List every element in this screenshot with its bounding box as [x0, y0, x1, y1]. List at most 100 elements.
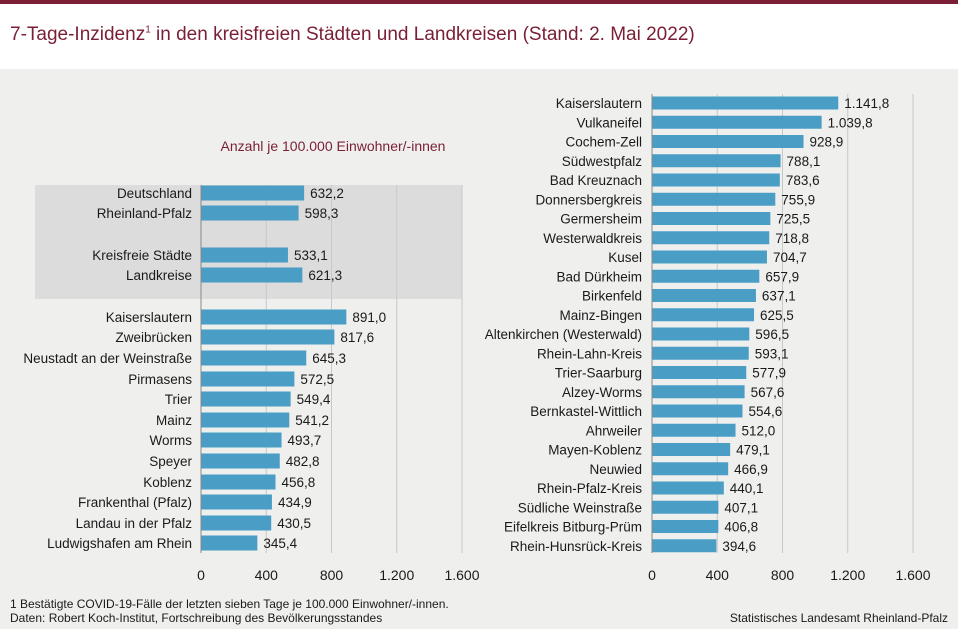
right-category-label: Ahrweiler: [586, 423, 643, 438]
right-bar: [652, 96, 839, 110]
right-value-label: 625,5: [760, 308, 794, 323]
right-value-label: 593,1: [755, 346, 789, 361]
right-value-label: 394,6: [722, 539, 756, 554]
left-bar: [201, 515, 272, 531]
right-bar: [652, 115, 822, 129]
left-value-label: 572,5: [300, 372, 334, 387]
right-category-label: Rhein-Lahn-Kreis: [537, 346, 642, 361]
right-bar: [652, 135, 804, 148]
top-accent-bar: [0, 0, 958, 4]
left-value-label: 541,2: [295, 413, 329, 428]
right-category-label: Bad Kreuznach: [550, 173, 642, 188]
page-title: 7-Tage-Inzidenz1 in den kreisfreien Städ…: [10, 24, 695, 46]
left-category-label: Neustadt an der Weinstraße: [23, 351, 192, 366]
left-value-label: 632,2: [310, 186, 344, 201]
right-value-label: 788,1: [787, 154, 821, 169]
right-bar: [652, 462, 729, 476]
right-bar: [652, 212, 771, 225]
right-bar: [652, 539, 717, 553]
left-value-label: 817,6: [340, 330, 374, 345]
left-bar: [201, 329, 335, 345]
left-value-label: 533,1: [294, 248, 328, 263]
right-category-label: Kusel: [608, 250, 642, 265]
left-bar: [201, 474, 276, 490]
left-x-tick-label: 1.600: [444, 567, 479, 583]
right-value-label: 407,1: [724, 500, 758, 515]
left-category-label: Landau in der Pfalz: [76, 516, 193, 531]
right-category-label: Eifelkreis Bitburg-Prüm: [504, 520, 642, 535]
right-category-label: Cochem-Zell: [565, 135, 642, 150]
right-value-label: 1.039,8: [828, 115, 873, 130]
left-bar: [201, 371, 295, 387]
left-value-label: 430,5: [277, 516, 311, 531]
right-x-tick-label: 400: [706, 567, 730, 583]
left-category-label: Deutschland: [117, 186, 192, 201]
publisher: Statistisches Landesamt Rheinland-Pfalz: [729, 611, 948, 625]
right-category-label: Alzey-Worms: [562, 385, 642, 400]
right-category-label: Altenkirchen (Westerwald): [485, 327, 642, 342]
left-value-label: 598,3: [305, 206, 339, 221]
right-value-label: 657,9: [765, 269, 799, 284]
left-value-label: 456,8: [282, 475, 316, 490]
left-x-tick-label: 800: [320, 567, 344, 583]
right-x-tick-label: 1.200: [830, 567, 865, 583]
right-value-label: 554,6: [748, 404, 782, 419]
right-category-label: Vulkaneifel: [576, 115, 642, 130]
right-category-label: Mayen-Koblenz: [548, 443, 642, 458]
right-bar: [652, 481, 724, 495]
chart-panel: [0, 69, 958, 629]
unit-label: Anzahl je 100.000 Einwohner/-innen: [221, 138, 446, 154]
left-value-label: 645,3: [312, 351, 346, 366]
right-category-label: Bad Dürkheim: [556, 269, 642, 284]
right-category-label: Donnersbergkreis: [535, 192, 642, 207]
left-category-label: Rheinland-Pfalz: [97, 206, 193, 221]
right-bar: [652, 154, 781, 168]
right-category-label: Westerwaldkreis: [543, 231, 642, 246]
right-category-label: Germersheim: [560, 212, 642, 227]
left-category-label: Worms: [150, 433, 193, 448]
right-bar: [652, 423, 736, 437]
right-category-label: Kaiserslautern: [556, 96, 642, 111]
left-bar: [201, 350, 307, 366]
left-value-label: 891,0: [352, 310, 386, 325]
right-bar: [652, 346, 749, 360]
right-bar: [652, 269, 760, 283]
right-category-label: Südliche Weinstraße: [518, 500, 642, 515]
left-category-label: Landkreise: [126, 268, 192, 283]
right-category-label: Bernkastel-Wittlich: [530, 404, 642, 419]
right-value-label: 512,0: [742, 423, 776, 438]
right-category-label: Trier-Saarburg: [555, 366, 642, 381]
left-category-label: Speyer: [149, 454, 192, 469]
title-main: 7-Tage-Inzidenz: [10, 24, 146, 45]
left-value-label: 482,8: [286, 454, 320, 469]
right-category-label: Mainz-Bingen: [559, 308, 642, 323]
right-bar: [652, 500, 719, 514]
left-value-label: 621,3: [308, 268, 342, 283]
left-bar: [201, 453, 280, 469]
left-bar: [201, 205, 299, 221]
right-category-label: Rhein-Pfalz-Kreis: [537, 481, 642, 496]
right-value-label: 577,9: [752, 366, 786, 381]
right-bar: [652, 289, 756, 302]
left-category-label: Ludwigshafen am Rhein: [47, 536, 192, 551]
right-value-label: 596,5: [755, 327, 789, 342]
left-value-label: 493,7: [288, 433, 322, 448]
right-value-label: 718,8: [775, 231, 809, 246]
right-bar: [652, 366, 747, 379]
footnote: 1 Bestätigte COVID-19-Fälle der letzten …: [10, 597, 449, 611]
left-bar: [201, 535, 258, 551]
left-category-label: Koblenz: [143, 475, 192, 490]
left-category-label: Kreisfreie Städte: [92, 248, 192, 263]
left-value-label: 549,4: [297, 392, 331, 407]
right-bar: [652, 231, 770, 245]
right-value-label: 406,8: [724, 520, 758, 535]
right-value-label: 567,6: [751, 385, 785, 400]
right-bar: [652, 327, 750, 341]
right-x-tick-label: 1.600: [895, 567, 930, 583]
left-category-label: Kaiserslautern: [106, 310, 192, 325]
data-source: Daten: Robert Koch-Institut, Fortschreib…: [10, 611, 383, 625]
right-x-tick-label: 0: [648, 567, 656, 583]
right-category-label: Neuwied: [589, 462, 642, 477]
right-bar: [652, 520, 719, 533]
right-value-label: 928,9: [810, 135, 844, 150]
